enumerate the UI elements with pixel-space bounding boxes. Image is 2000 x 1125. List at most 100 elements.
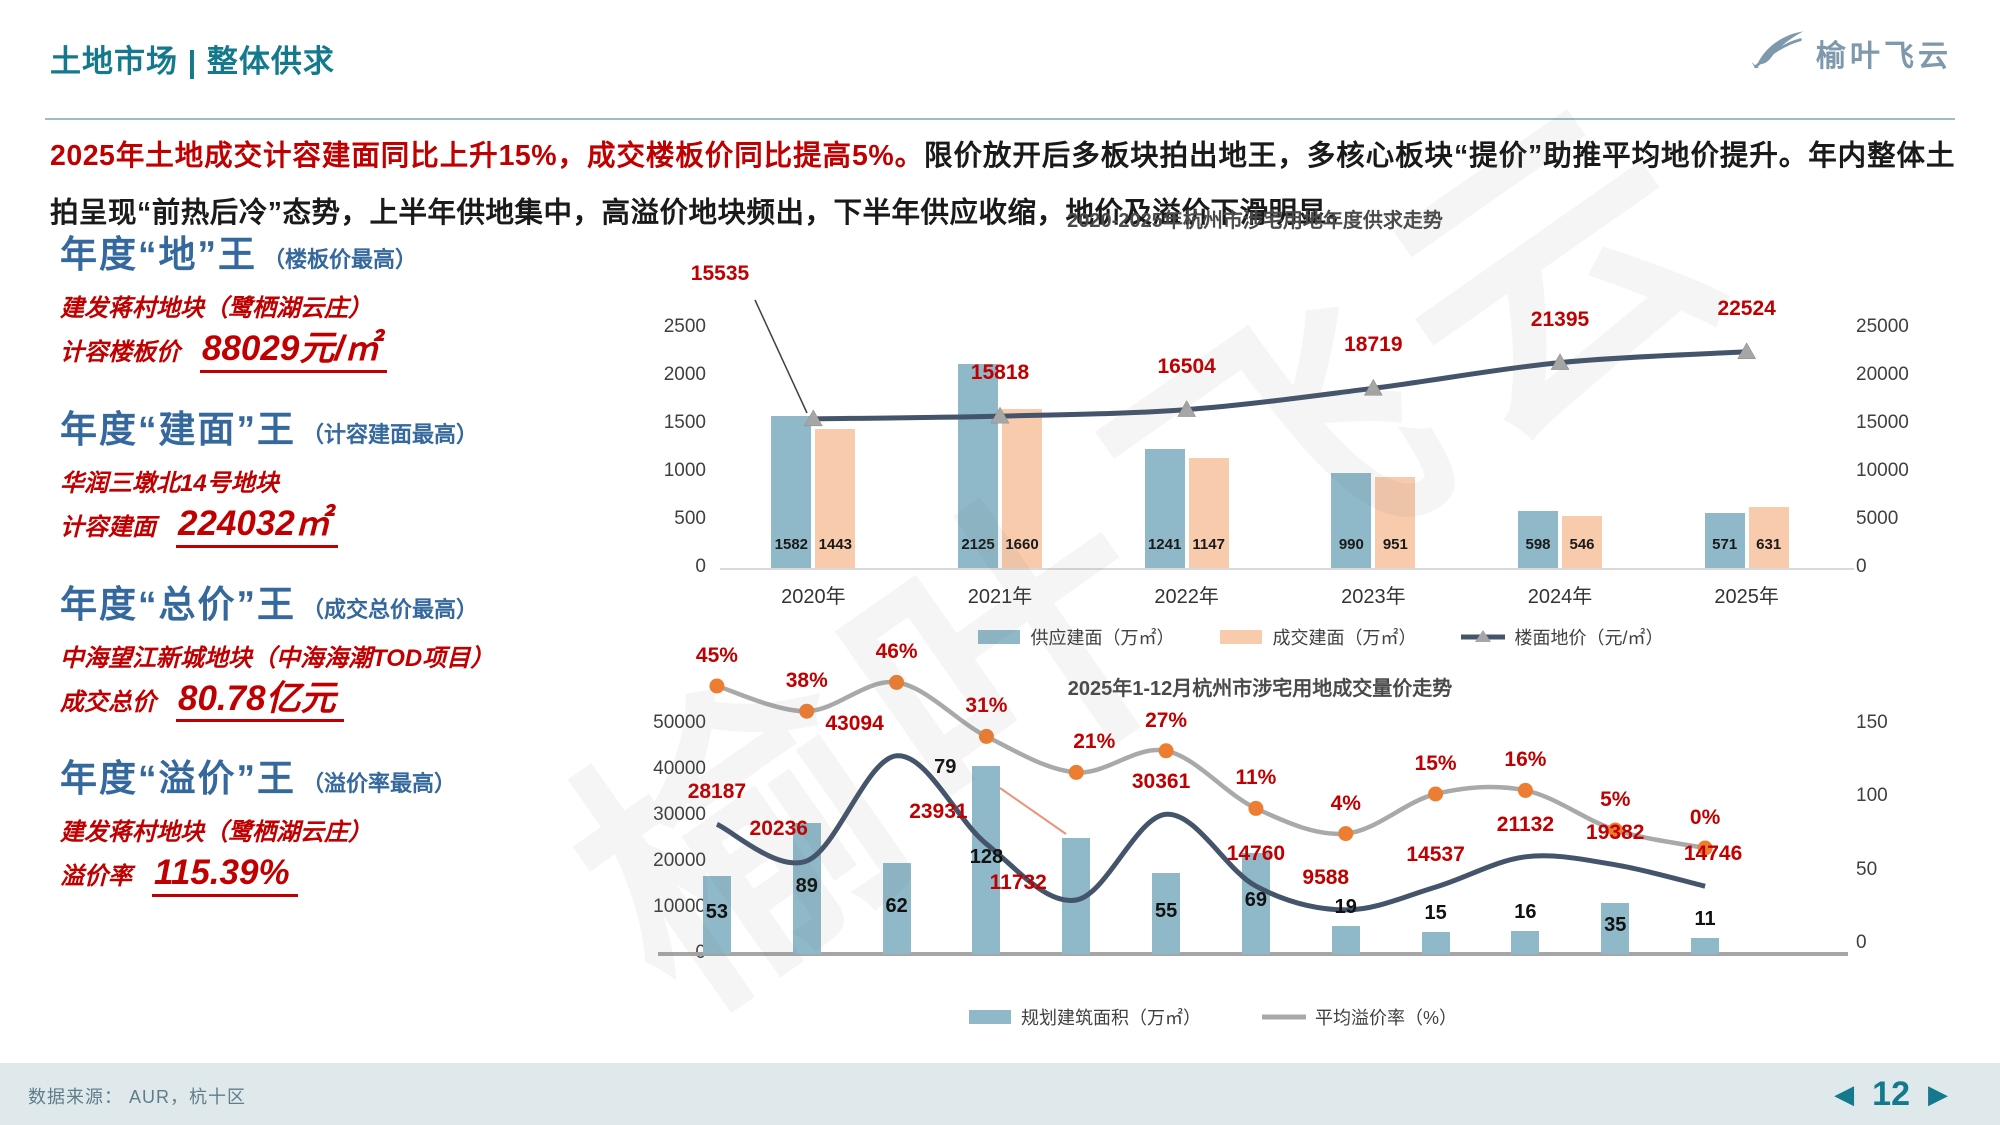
right-axis-tick: 15000 [1856,412,1909,433]
bar [1188,457,1229,568]
logo: 榆叶飞云 [1750,28,1952,77]
legend-bar-swatch [968,1010,1011,1024]
legend-line-swatch [1261,1014,1306,1020]
bar-value-label: 11 [1694,907,1716,930]
x-axis-line [720,568,1854,570]
king-title: 年度“建面”王 [60,408,296,450]
king-metric-value: 115.39% [152,854,298,897]
charts-region: 2020-2025年杭州市涉宅用地年度供求走势 0 500 1000 1500 2000… [600,200,1980,1060]
bar [1511,930,1540,954]
legend-label: 规划建筑面积（万㎡） [1020,1008,1201,1028]
triangle-marker [1550,353,1570,370]
headline: 2025年土地成交计容建面同比上升15%，成交楼板价同比提高5%。限价放开后多板… [50,128,1955,242]
king-plot-name: 建发蒋村地块（鹭栖湖云庄） [60,819,372,847]
left-axis-tick: 2500 [663,316,706,337]
king-plot-name: 中海望江新城地块（中海海潮TOD项目） [60,644,495,672]
bar [1062,838,1091,954]
feather-logo-icon [1750,28,1806,77]
premium-rate-label: 45% [695,644,738,667]
left-axis-tick: 30000 [653,804,706,825]
bar [1748,507,1789,568]
floor-price-label: 43094 [825,711,884,735]
legend-item: 成交建面（万㎡） [1218,624,1416,650]
triangle-marker [1737,342,1757,360]
left-axis-tick: 40000 [653,758,706,779]
next-page-button[interactable]: ▶ [1928,1079,1948,1109]
bar-value-label: 1443 [818,536,853,553]
king-metric-value: 80.78亿元 [176,680,344,723]
bar [1421,932,1450,954]
headline-highlight: 2025年土地成交计容建面同比上升15%，成交楼板价同比提高5%。 [50,140,925,172]
left-axis-tick: 10000 [653,896,706,917]
left-axis-tick: 1000 [663,460,706,481]
bar [1562,515,1602,568]
bar-value-label: 546 [1569,536,1595,553]
legend-bar-swatch [1220,630,1263,644]
bar [815,429,856,568]
line-value-label: 18719 [1344,333,1403,357]
king-qualifier: （成交总价最高） [302,596,479,622]
annual-kings-panel: 年度“地”王 （楼板价最高） 建发蒋村地块（鹭栖湖云庄） 计容楼板价 88029元/… [60,224,590,923]
x-axis-label: 2025年 [1714,586,1779,608]
premium-rate-label: 31% [965,694,1008,718]
king-title: 年度“总价”王 [60,583,296,625]
bar [771,416,812,568]
premium-rate-label: 16% [1504,748,1547,772]
bar-value-label: 15 [1424,902,1447,924]
king-qualifier: （溢价率最高） [302,771,457,797]
bar [1704,513,1745,568]
right-axis-tick: 150 [1856,712,1888,733]
circle-marker [1248,800,1264,816]
bar-value-label: 1582 [774,536,809,553]
premium-rate-label: 21% [1073,730,1116,754]
bar-value-label: 1241 [1147,536,1182,553]
chart-legend: 供应建面（万㎡） 成交建面（万㎡） 楼面地价（元/㎡） [760,624,1880,650]
bar-value-label: 1660 [1005,536,1039,553]
legend-label: 楼面地价（元/㎡） [1514,628,1664,648]
king-metric-label: 计容建面 [60,513,156,541]
floor-price-label: 30361 [1131,770,1191,794]
bar-value-label: 62 [885,894,908,917]
floor-price-label: 14760 [1226,842,1286,866]
bar [1144,448,1185,568]
triangle-marker [1363,378,1383,396]
floor-price-label: 20236 [749,816,808,840]
premium-rate-label: 38% [785,669,828,693]
line-value-label: 15535 [690,262,750,285]
bar-value-label: 990 [1338,536,1364,553]
line-value-label: 22524 [1717,296,1776,320]
bar-value-label: 951 [1382,536,1408,553]
legend-line-swatch [1461,630,1506,642]
floor-price-label: 23931 [909,799,968,823]
right-axis-tick: 5000 [1856,508,1899,529]
legend-bar-swatch [978,630,1021,644]
data-source: 数据来源： AUR，杭十区 [28,1087,247,1107]
headline-rest: 限价放开后多板块拍出地王，多核心板块“提价”助推平均地价提升。年内整体土拍呈现“… [50,140,1955,229]
footer-band: 数据来源： AUR，杭十区 ◀ 12 ▶ [0,1063,2000,1125]
king-qualifier: （计容建面最高） [302,421,479,447]
circle-marker [1338,826,1354,842]
pager: ◀ 12 ▶ [1834,1071,1948,1117]
bar-label-leader-line [999,787,1067,835]
right-axis-tick: 0 [1856,556,1867,577]
left-axis-tick: 20000 [653,850,706,871]
page-number: 12 [1872,1074,1910,1113]
right-axis-tick: 20000 [1856,364,1909,385]
bar [1002,408,1042,568]
prev-page-button[interactable]: ◀ [1834,1079,1855,1109]
floor-price-label: 28187 [687,780,747,804]
right-axis-tick: 25000 [1856,316,1909,337]
bar [1375,476,1416,568]
circle-marker [978,728,994,744]
bar-value-label: 16 [1514,900,1537,923]
legend-swatch-rect [1220,630,1263,644]
chart-title: 2020-2025年杭州市涉宅用地年度供求走势 [1067,210,1443,232]
triangle-marker [1177,400,1197,417]
king-plot-name: 建发蒋村地块（鹭栖湖云庄） [60,295,372,322]
legend-item: 规划建筑面积（万㎡） [967,1004,1201,1030]
king-metric-value: 88029元/㎡ [200,330,388,373]
floor-price-label: 11732 [989,871,1047,895]
x-axis-label: 2023年 [1341,586,1406,608]
left-axis-tick: 500 [674,508,706,529]
chart-legend: 规划建筑面积（万㎡） 平均溢价率（%） [672,1004,1752,1030]
